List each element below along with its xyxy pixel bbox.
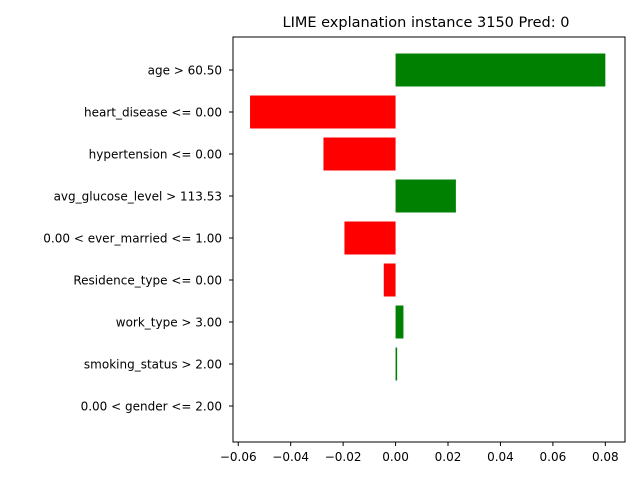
y-tick-label-5: Residence_type <= 0.00 (73, 274, 222, 288)
x-tick-label-7: 0.08 (592, 450, 619, 464)
x-tick-label-1: −0.04 (272, 450, 309, 464)
y-tick-label-1: heart_disease <= 0.00 (84, 106, 222, 120)
bar-3 (395, 179, 456, 213)
bar-1 (250, 95, 396, 129)
y-tick-label-2: hypertension <= 0.00 (89, 148, 222, 162)
x-tick-label-0: −0.06 (220, 450, 257, 464)
x-tick-label-3: 0.00 (382, 450, 409, 464)
x-tick-label-4: 0.02 (435, 450, 462, 464)
x-ticks: −0.06 −0.04 −0.02 0.00 0.02 0.04 0.06 0.08 (220, 442, 619, 464)
bar-7 (395, 347, 398, 381)
bar-0 (395, 53, 606, 87)
y-tick-label-3: avg_glucose_level > 113.53 (54, 190, 222, 204)
y-tick-label-4: 0.00 < ever_married <= 1.00 (43, 232, 222, 246)
bar-4 (344, 221, 396, 255)
plot-frame (232, 36, 626, 443)
x-tick-label-5: 0.04 (487, 450, 514, 464)
bars-group (250, 53, 606, 381)
bar-5 (383, 263, 396, 297)
y-tick-label-0: age > 60.50 (148, 64, 222, 78)
chart-title: LIME explanation instance 3150 Pred: 0 (283, 15, 570, 31)
bar-2 (323, 137, 396, 171)
x-tick-label-2: −0.02 (325, 450, 362, 464)
x-tick-label-6: 0.06 (540, 450, 567, 464)
y-tick-label-6: work_type > 3.00 (116, 316, 222, 330)
y-tick-labels: age > 60.50 heart_disease <= 0.00 hyperten… (43, 64, 233, 414)
bar-6 (395, 305, 404, 339)
y-tick-label-8: 0.00 < gender <= 2.00 (81, 400, 222, 414)
y-tick-label-7: smoking_status > 2.00 (84, 358, 222, 372)
